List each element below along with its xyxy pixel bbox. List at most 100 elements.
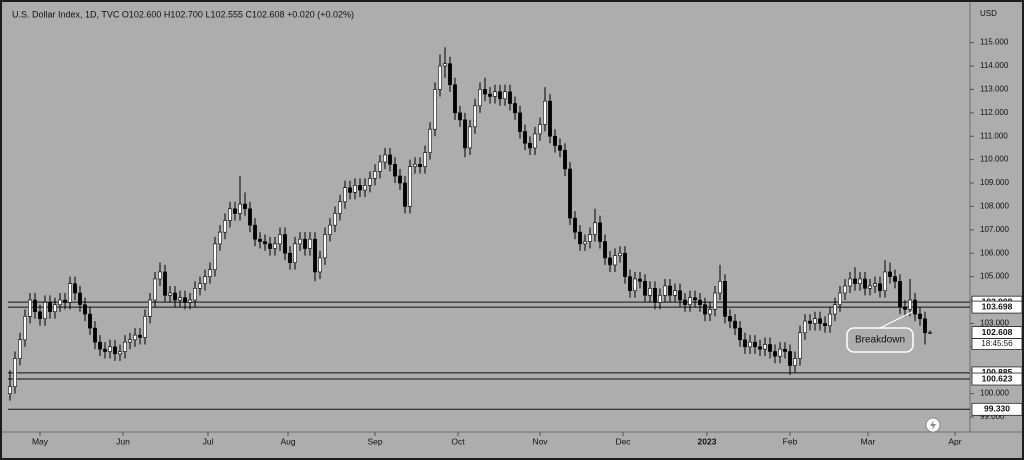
candle-body [723, 281, 727, 317]
candle-body [203, 276, 207, 284]
annotation-text: Breakdown [855, 335, 905, 346]
candle-body [123, 341, 127, 352]
candle-body [58, 299, 62, 306]
candle-body [578, 231, 582, 245]
candle-body [703, 304, 707, 315]
candle-body [453, 84, 457, 114]
candle-body [463, 119, 467, 149]
candle-body [903, 306, 907, 310]
x-tick-label: Oct [451, 436, 465, 446]
candle-body [868, 285, 872, 289]
candle-body [448, 63, 452, 86]
candle-body [808, 320, 812, 324]
candle-body [878, 283, 882, 291]
candle-body [243, 203, 247, 210]
candle-body [103, 348, 107, 352]
candle-body [603, 241, 607, 259]
y-tick-label: 112.000 [980, 108, 1009, 117]
annotation-box [846, 327, 914, 353]
annotation-pointer [879, 311, 913, 329]
candle-body [128, 339, 132, 343]
candle-body [858, 278, 862, 284]
candle-body [623, 252, 627, 277]
candle-body [823, 323, 827, 327]
candle-body [393, 164, 397, 177]
candle-body [248, 208, 252, 226]
x-tick-label: 2023 [698, 436, 717, 446]
level-box [971, 372, 1023, 386]
candle-body [678, 290, 682, 301]
candle-body [193, 288, 197, 301]
candle-body [898, 281, 902, 308]
candle-body [518, 112, 522, 132]
chart-title: U.S. Dollar Index, 1D, TVC O102.600 H102… [12, 9, 354, 19]
candle-body [718, 281, 722, 294]
candle-body [13, 358, 17, 387]
x-tick-label: Jul [203, 436, 214, 446]
candle-body [883, 271, 887, 291]
candle-body [73, 283, 77, 294]
candle-body [508, 91, 512, 104]
candle-body [168, 292, 172, 296]
candle-body [583, 241, 587, 245]
candle-body [288, 252, 292, 263]
candle-body [468, 126, 472, 149]
candle-body [693, 297, 697, 301]
candle-body [133, 334, 137, 341]
candle-body [53, 304, 57, 313]
candle-body [763, 344, 767, 350]
candle-body [418, 164, 422, 167]
x-tick-label: Sep [367, 436, 382, 446]
candle-body [238, 203, 242, 214]
candle-body [48, 302, 52, 313]
y-tick-label: 115.000 [980, 38, 1009, 47]
candle-body [663, 285, 667, 296]
x-tick-label: May [32, 436, 49, 446]
candle-body [233, 208, 237, 214]
candle-body [638, 278, 642, 282]
candle-body [698, 299, 702, 306]
level-box [971, 300, 1023, 314]
candle-body [748, 341, 752, 348]
candle-body [18, 339, 22, 359]
candle-body [338, 201, 342, 214]
candle-body [673, 290, 677, 296]
candle-body [573, 217, 577, 233]
y-tick-label: 110.000 [980, 155, 1009, 164]
candle-body [853, 278, 857, 284]
candle-body [593, 222, 597, 235]
candle-body [483, 89, 487, 95]
candle-body [188, 299, 192, 303]
candle-body [398, 175, 402, 184]
candle-body [173, 292, 177, 301]
candle-body [153, 278, 157, 301]
candle-body [293, 243, 297, 263]
candle-body [223, 220, 227, 233]
candle-body [273, 243, 277, 249]
candle-body [368, 178, 372, 186]
candle-body [918, 313, 922, 320]
candle-body [658, 295, 662, 303]
candle-body [383, 154, 387, 163]
candle-body [558, 145, 562, 151]
candle-body [443, 63, 447, 67]
y-tick-label: 100.000 [980, 389, 1009, 398]
candle-body [708, 309, 712, 315]
candle-body [628, 276, 632, 291]
y-tick-label: 99.000 [980, 412, 1005, 421]
candle-body [818, 318, 822, 324]
candle-body [253, 224, 257, 240]
x-tick-label: Jun [116, 436, 130, 446]
countdown: 18:45:56 [981, 339, 1013, 348]
candle-body [213, 243, 217, 270]
candle-body [323, 234, 327, 259]
candle-body [218, 231, 222, 245]
candle-body [618, 252, 622, 256]
candle-body [768, 344, 772, 352]
candle-body [403, 182, 407, 207]
candle-body [318, 257, 322, 273]
level-label: 103.698 [982, 301, 1013, 311]
y-tick-label: 114.000 [980, 61, 1009, 70]
candle-body [343, 187, 347, 203]
plot: 99.000100.000101.000102.000103.000104.00… [8, 38, 1023, 446]
